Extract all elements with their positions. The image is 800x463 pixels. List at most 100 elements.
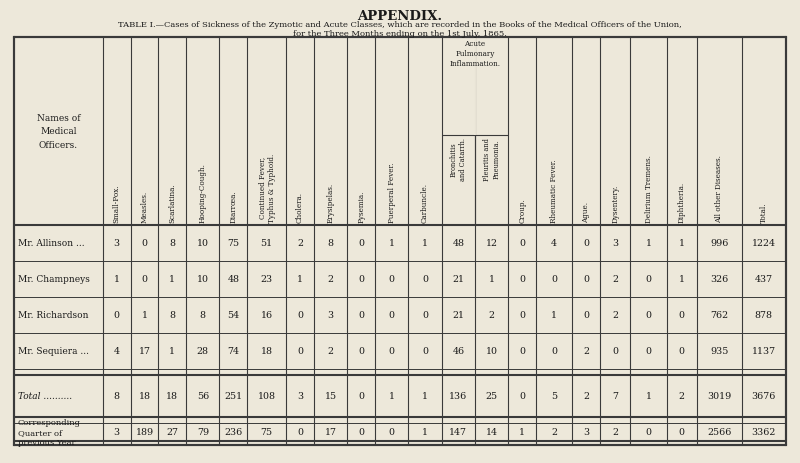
Text: 437: 437 — [754, 275, 773, 284]
Text: 0: 0 — [297, 427, 303, 437]
Text: 56: 56 — [197, 392, 209, 400]
Text: 0: 0 — [551, 347, 557, 356]
Text: Total.: Total. — [760, 202, 768, 223]
Text: Pysemia.: Pysemia. — [357, 190, 365, 223]
Text: 5: 5 — [551, 392, 557, 400]
Text: 14: 14 — [486, 427, 498, 437]
Text: 1: 1 — [422, 392, 428, 400]
Text: 1224: 1224 — [752, 239, 776, 248]
Text: 0: 0 — [142, 275, 147, 284]
Text: 1: 1 — [646, 239, 651, 248]
Text: 0: 0 — [646, 311, 651, 320]
Text: 8: 8 — [114, 392, 120, 400]
Text: Mr. Richardson: Mr. Richardson — [18, 311, 89, 320]
Text: Diphtheria.: Diphtheria. — [678, 181, 686, 223]
Text: 0: 0 — [679, 347, 685, 356]
Text: Bronchitis
and Catarrh.: Bronchitis and Catarrh. — [450, 138, 467, 181]
Text: 0: 0 — [358, 311, 364, 320]
Text: 12: 12 — [486, 239, 498, 248]
Text: 8: 8 — [327, 239, 334, 248]
Text: Dysentery.: Dysentery. — [611, 184, 619, 223]
Text: 28: 28 — [197, 347, 209, 356]
Text: 21: 21 — [452, 311, 464, 320]
Text: 48: 48 — [452, 239, 464, 248]
Text: 0: 0 — [583, 239, 589, 248]
Text: 1: 1 — [646, 392, 651, 400]
Text: 0: 0 — [646, 275, 651, 284]
Text: 16: 16 — [261, 311, 273, 320]
Text: 48: 48 — [227, 275, 239, 284]
Text: 2: 2 — [612, 275, 618, 284]
Text: 0: 0 — [519, 275, 525, 284]
Text: 0: 0 — [358, 275, 364, 284]
Text: 23: 23 — [261, 275, 273, 284]
Text: for the Three Months ending on the 1st July, 1865.: for the Three Months ending on the 1st J… — [293, 30, 507, 38]
Text: Erysipelas.: Erysipelas. — [326, 182, 334, 223]
Text: 0: 0 — [583, 275, 589, 284]
Text: 0: 0 — [646, 347, 651, 356]
Text: 18: 18 — [166, 392, 178, 400]
Text: 0: 0 — [358, 392, 364, 400]
Text: 75: 75 — [227, 239, 239, 248]
Text: 0: 0 — [358, 239, 364, 248]
Text: 1: 1 — [489, 275, 494, 284]
Text: Rheumatic Fever.: Rheumatic Fever. — [550, 159, 558, 223]
Text: 10: 10 — [197, 239, 209, 248]
Text: 136: 136 — [449, 392, 467, 400]
Text: 1: 1 — [389, 392, 394, 400]
Text: 1: 1 — [679, 239, 685, 248]
Text: 0: 0 — [297, 311, 303, 320]
Text: 8: 8 — [200, 311, 206, 320]
Text: 7: 7 — [612, 392, 618, 400]
Text: Croup.: Croup. — [518, 198, 526, 223]
Text: 0: 0 — [422, 275, 428, 284]
Text: 3362: 3362 — [751, 427, 776, 437]
Text: 0: 0 — [583, 311, 589, 320]
Text: 3: 3 — [327, 311, 334, 320]
Text: 0: 0 — [114, 311, 120, 320]
Text: 0: 0 — [519, 311, 525, 320]
Text: 3019: 3019 — [707, 392, 731, 400]
Text: 2: 2 — [489, 311, 494, 320]
Text: 2: 2 — [612, 427, 618, 437]
Text: 25: 25 — [486, 392, 498, 400]
Text: Hooping-Cough.: Hooping-Cough. — [199, 163, 207, 223]
Text: Mr. Allinson ...: Mr. Allinson ... — [18, 239, 85, 248]
Text: 0: 0 — [389, 347, 394, 356]
Text: Mr. Sequiera ...: Mr. Sequiera ... — [18, 347, 89, 356]
Text: 0: 0 — [142, 239, 147, 248]
Text: 0: 0 — [389, 311, 394, 320]
Text: 2: 2 — [583, 347, 589, 356]
Text: Acute
Pulmonary
Inflammation.: Acute Pulmonary Inflammation. — [450, 40, 501, 68]
Text: 3: 3 — [114, 427, 120, 437]
Text: TABLE I.—Cases of Sickness of the Zymotic and Acute Classes, which are recorded : TABLE I.—Cases of Sickness of the Zymoti… — [118, 21, 682, 29]
Text: 189: 189 — [135, 427, 154, 437]
Text: Diarrœa.: Diarrœa. — [230, 190, 238, 223]
Text: 0: 0 — [358, 427, 364, 437]
Text: Cholera.: Cholera. — [296, 192, 304, 223]
Text: 2: 2 — [583, 392, 589, 400]
Text: 1: 1 — [519, 427, 525, 437]
Text: 0: 0 — [389, 275, 394, 284]
Text: 2566: 2566 — [707, 427, 731, 437]
Text: 4: 4 — [551, 239, 557, 248]
Text: 1: 1 — [297, 275, 303, 284]
Text: Mr. Champneys: Mr. Champneys — [18, 275, 90, 284]
Text: 18: 18 — [138, 392, 150, 400]
Text: 935: 935 — [710, 347, 729, 356]
Text: 17: 17 — [138, 347, 150, 356]
Text: 0: 0 — [358, 347, 364, 356]
Text: 1: 1 — [422, 427, 428, 437]
Text: 147: 147 — [450, 427, 467, 437]
Text: Delirium Tremens.: Delirium Tremens. — [645, 155, 653, 223]
Text: 0: 0 — [519, 239, 525, 248]
Text: 251: 251 — [224, 392, 242, 400]
Text: 3: 3 — [583, 427, 589, 437]
Text: 2: 2 — [612, 311, 618, 320]
Text: Continued Fever,
Typhus & Typhoid.: Continued Fever, Typhus & Typhoid. — [258, 153, 276, 223]
Text: 3: 3 — [297, 392, 303, 400]
Text: 1: 1 — [114, 275, 120, 284]
Text: 18: 18 — [261, 347, 273, 356]
Text: 0: 0 — [422, 347, 428, 356]
Text: 762: 762 — [710, 311, 729, 320]
